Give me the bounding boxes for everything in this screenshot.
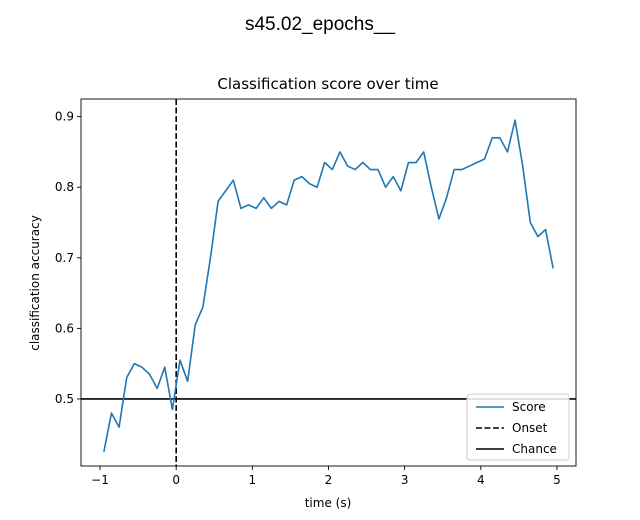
legend-box [466, 393, 570, 461]
y-axis-label: classification accuracy [28, 215, 42, 351]
x-tick-label: −1 [91, 473, 109, 487]
x-tick-label: 5 [553, 473, 561, 487]
y-tick-label: 0.7 [55, 251, 74, 265]
x-tick-label: 2 [325, 473, 333, 487]
y-tick-label: 0.8 [55, 180, 74, 194]
x-axis-ticks: −1 0 1 2 3 4 5 [91, 466, 561, 487]
legend-label: Score [512, 400, 546, 414]
x-tick-label: 0 [172, 473, 180, 487]
legend-label: Chance [512, 442, 557, 456]
x-tick-label: 1 [249, 473, 257, 487]
y-tick-label: 0.9 [55, 110, 74, 124]
x-axis-label: time (s) [305, 496, 352, 510]
x-tick-label: 4 [477, 473, 485, 487]
y-tick-label: 0.5 [55, 392, 74, 406]
legend: Score Onset Chance [466, 393, 570, 461]
y-tick-label: 0.6 [55, 321, 74, 335]
series-line-score [103, 119, 554, 453]
x-tick-label: 3 [401, 473, 409, 487]
legend-label: Onset [512, 421, 548, 435]
figure-suptitle: s45.02_epochs__ [245, 14, 395, 35]
chart-title: Classification score over time [217, 75, 438, 93]
y-axis-ticks: 0.5 0.6 0.7 0.8 0.9 [55, 110, 81, 406]
